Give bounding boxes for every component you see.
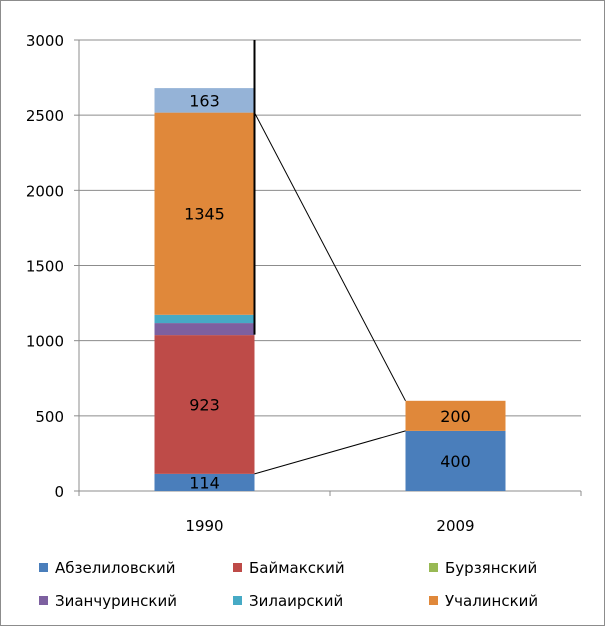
- data-label: 114: [189, 473, 220, 492]
- y-tick-label: 2000: [26, 182, 64, 200]
- legend-label: Баймакский: [249, 559, 345, 577]
- data-label: 923: [189, 395, 220, 414]
- legend-label: Бурзянский: [445, 559, 537, 577]
- y-tick-label: 500: [35, 408, 64, 426]
- bar-segment-1990-0: [154, 473, 255, 491]
- legend-swatch: [429, 596, 438, 605]
- y-tick-label: 1000: [26, 333, 64, 351]
- bar-segment-1990-3: [154, 323, 255, 336]
- x-tick-label: 2009: [436, 517, 474, 535]
- x-tick-label: 1990: [185, 517, 223, 535]
- y-tick-label: 0: [54, 483, 64, 501]
- bar-segment-2009-0: [405, 430, 506, 491]
- bar-segment-1990-4: [154, 314, 255, 324]
- legend-swatch: [233, 596, 242, 605]
- data-label: 200: [440, 407, 471, 426]
- bar-segment-1990-5: [154, 112, 255, 315]
- legend-swatch: [233, 563, 242, 572]
- y-tick-label: 1500: [26, 258, 64, 276]
- y-tick-label: 2500: [26, 107, 64, 125]
- data-label: 163: [189, 91, 220, 110]
- bar-segment-2009-5: [405, 400, 506, 431]
- legend-swatch: [429, 563, 438, 572]
- connector-line-upper: [254, 112, 406, 402]
- legend-label: Учалинский: [445, 592, 538, 610]
- legend-label: Зилаирский: [249, 592, 343, 610]
- legend-label: Зианчуринский: [55, 592, 177, 610]
- bar-segment-1990-6: [154, 88, 255, 113]
- legend-swatch: [39, 596, 48, 605]
- connector-line-lower: [254, 430, 406, 475]
- data-label: 1345: [184, 205, 225, 224]
- legend-swatch: [39, 563, 48, 572]
- bar-segment-1990-1: [154, 335, 255, 474]
- legend-label: Абзелиловский: [55, 559, 175, 577]
- data-label: 400: [440, 452, 471, 471]
- y-tick-label: 3000: [26, 32, 64, 50]
